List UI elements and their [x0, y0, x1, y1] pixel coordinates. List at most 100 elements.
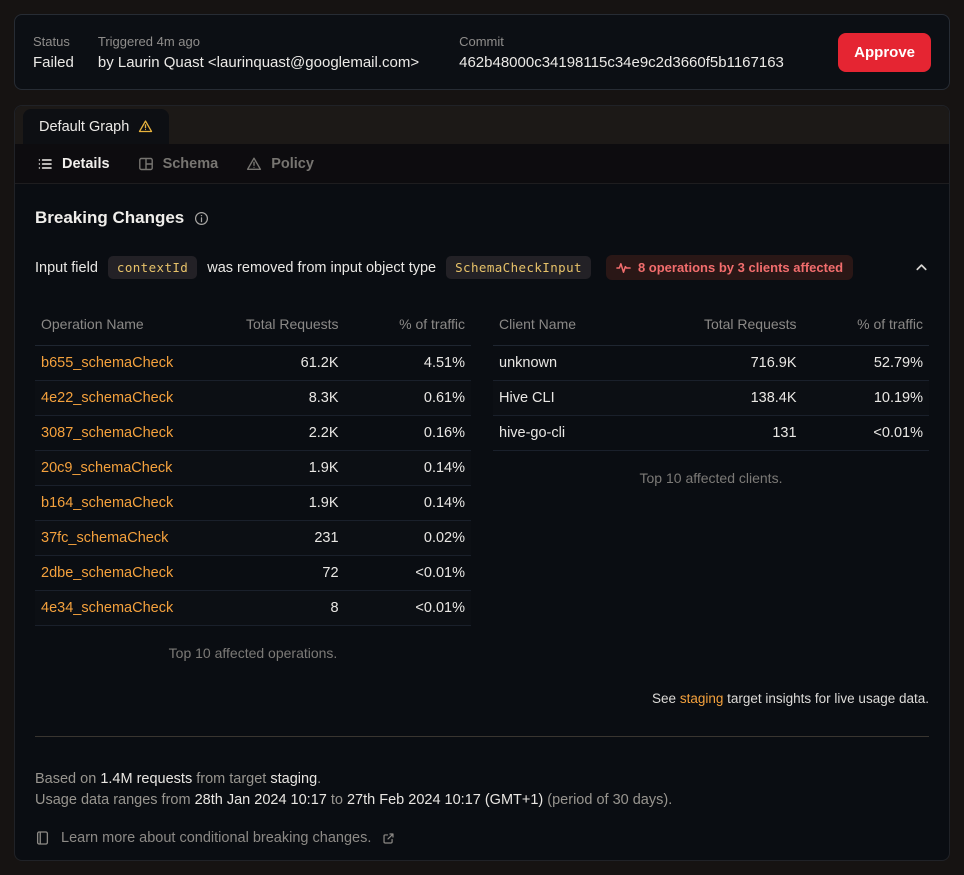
- learn-more-link[interactable]: Learn more about conditional breaking ch…: [35, 830, 929, 846]
- operations-col-traffic: % of traffic: [344, 306, 471, 346]
- traffic-cell: <0.01%: [802, 415, 929, 451]
- info-icon[interactable]: [194, 211, 209, 226]
- traffic-cell: <0.01%: [344, 590, 471, 626]
- table-row: 37fc_schemaCheck 231 0.02%: [35, 520, 471, 556]
- traffic-cell: 4.51%: [344, 345, 471, 381]
- name-cell[interactable]: b164_schemaCheck: [35, 485, 219, 521]
- check-summary-header: Status Failed Triggered 4m ago by Laurin…: [14, 14, 950, 90]
- name-cell: hive-go-cli: [493, 415, 677, 451]
- alert-triangle-icon: [246, 156, 262, 172]
- name-cell[interactable]: 3087_schemaCheck: [35, 415, 219, 451]
- usage-tables: Operation Name Total Requests % of traff…: [35, 306, 929, 661]
- schema-panels-icon: [138, 156, 154, 172]
- external-link-icon: [382, 832, 395, 845]
- tab-default-graph[interactable]: Default Graph: [23, 109, 170, 144]
- tab-schema[interactable]: Schema: [138, 155, 219, 172]
- tab-schema-label: Schema: [162, 155, 219, 172]
- clients-col-traffic: % of traffic: [802, 306, 929, 346]
- clients-table-header-row: Client Name Total Requests % of traffic: [493, 306, 929, 346]
- check-detail-card: Default Graph Details: [14, 105, 950, 861]
- name-cell[interactable]: 4e22_schemaCheck: [35, 380, 219, 416]
- approve-button[interactable]: Approve: [838, 32, 931, 72]
- table-row: b655_schemaCheck 61.2K 4.51%: [35, 345, 471, 381]
- operations-col-requests: Total Requests: [218, 306, 345, 346]
- staging-target-link[interactable]: staging: [679, 691, 724, 706]
- table-row: b164_schemaCheck 1.9K 0.14%: [35, 485, 471, 521]
- requests-cell: 1.9K: [218, 450, 345, 486]
- traffic-cell: 52.79%: [802, 345, 929, 381]
- field-code-badge: contextId: [107, 256, 198, 279]
- traffic-cell: 0.02%: [344, 520, 471, 556]
- pulse-icon: [616, 262, 631, 274]
- requests-cell: 716.9K: [676, 345, 803, 381]
- clients-col-requests: Total Requests: [676, 306, 803, 346]
- clients-table-block: Client Name Total Requests % of traffic …: [493, 306, 929, 661]
- table-row: Hive CLI 138.4K 10.19%: [493, 380, 929, 416]
- list-icon: [37, 156, 53, 172]
- commit-label: Commit: [459, 33, 504, 49]
- clients-caption: Top 10 affected clients.: [639, 470, 783, 486]
- operations-table: Operation Name Total Requests % of traff…: [35, 306, 471, 626]
- status-label: Status: [33, 33, 70, 49]
- name-cell[interactable]: 37fc_schemaCheck: [35, 520, 219, 556]
- learn-more-label: Learn more about conditional breaking ch…: [61, 830, 372, 847]
- name-cell[interactable]: 4e34_schemaCheck: [35, 590, 219, 626]
- change-middle: was removed from input object type: [207, 259, 437, 276]
- operations-table-header-row: Operation Name Total Requests % of traff…: [35, 306, 471, 346]
- impact-badge-label: 8 operations by 3 clients affected: [637, 260, 844, 275]
- name-cell: Hive CLI: [493, 380, 677, 416]
- based-on-line: Based on 1.4M requests from target stagi…: [35, 771, 322, 787]
- operations-table-block: Operation Name Total Requests % of traff…: [35, 306, 471, 661]
- tab-policy[interactable]: Policy: [246, 156, 314, 172]
- table-row: 4e34_schemaCheck 8 <0.01%: [35, 590, 471, 626]
- table-row: 4e22_schemaCheck 8.3K 0.61%: [35, 380, 471, 416]
- book-icon: [35, 830, 50, 846]
- requests-cell: 72: [218, 555, 345, 591]
- traffic-cell: 0.16%: [344, 415, 471, 451]
- name-cell[interactable]: b655_schemaCheck: [35, 345, 219, 381]
- clients-table: Client Name Total Requests % of traffic …: [493, 306, 929, 451]
- impact-badge[interactable]: 8 operations by 3 clients affected: [605, 255, 854, 280]
- traffic-cell: 0.61%: [344, 380, 471, 416]
- tab-details-label: Details: [62, 155, 110, 172]
- target-name: staging: [270, 771, 318, 787]
- operations-caption: Top 10 affected operations.: [168, 645, 338, 661]
- requests-cell: 131: [676, 415, 803, 451]
- requests-cell: 138.4K: [676, 380, 803, 416]
- table-row: unknown 716.9K 52.79%: [493, 345, 929, 381]
- chevron-up-icon[interactable]: [914, 260, 929, 275]
- requests-cell: 61.2K: [218, 345, 345, 381]
- insights-prefix: See: [652, 691, 680, 706]
- requests-cell: 8.3K: [218, 380, 345, 416]
- status-block: Status Failed: [33, 34, 74, 71]
- table-row: hive-go-cli 131 <0.01%: [493, 415, 929, 451]
- operations-col-name: Operation Name: [35, 306, 219, 346]
- table-row: 2dbe_schemaCheck 72 <0.01%: [35, 555, 471, 591]
- breaking-change-row[interactable]: Input field contextId was removed from i…: [35, 255, 929, 280]
- traffic-cell: 10.19%: [802, 380, 929, 416]
- insights-note: See staging target insights for live usa…: [35, 691, 929, 706]
- name-cell: unknown: [493, 345, 677, 381]
- insights-suffix: target insights for live usage data.: [723, 691, 929, 706]
- commit-hash: 462b48000c34198115c34e9c2d3660f5b1167163: [459, 53, 784, 71]
- details-content: Breaking Changes Input field contextId w…: [15, 184, 949, 860]
- triggered-block: Triggered 4m ago by Laurin Quast <laurin…: [98, 34, 419, 71]
- table-row: 3087_schemaCheck 2.2K 0.16%: [35, 415, 471, 451]
- warning-triangle-icon: [138, 119, 153, 134]
- traffic-cell: 0.14%: [344, 450, 471, 486]
- request-count: 1.4M requests: [100, 771, 193, 787]
- graph-tab-label: Default Graph: [39, 118, 130, 135]
- footer-divider: [35, 736, 929, 737]
- name-cell[interactable]: 2dbe_schemaCheck: [35, 555, 219, 591]
- requests-cell: 1.9K: [218, 485, 345, 521]
- commit-block: Commit 462b48000c34198115c34e9c2d3660f5b…: [459, 34, 784, 71]
- breaking-changes-heading: Breaking Changes: [35, 208, 929, 228]
- name-cell[interactable]: 20c9_schemaCheck: [35, 450, 219, 486]
- breaking-changes-title: Breaking Changes: [35, 208, 185, 227]
- clients-col-name: Client Name: [493, 306, 677, 346]
- tab-policy-label: Policy: [271, 155, 314, 172]
- traffic-cell: 0.14%: [344, 485, 471, 521]
- tab-details[interactable]: Details: [37, 156, 110, 172]
- triggered-label: Triggered 4m ago: [97, 33, 200, 49]
- requests-cell: 2.2K: [218, 415, 345, 451]
